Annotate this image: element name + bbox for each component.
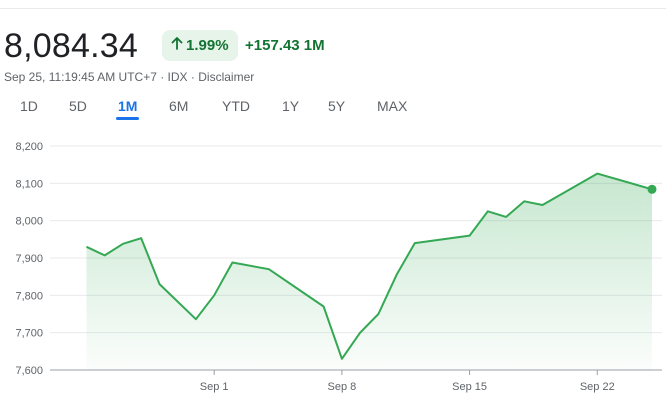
- disclaimer-link[interactable]: Disclaimer: [198, 70, 255, 84]
- y-axis-labels: 8,200 8,100 8,000 7,900 7,800 7,700 7,600: [15, 141, 43, 377]
- meta-separator: ·: [156, 70, 168, 84]
- price-line: [86, 172, 653, 360]
- x-tick-label: Sep 1: [200, 381, 229, 393]
- tab-1d[interactable]: 1D: [20, 98, 38, 114]
- x-tick-label: Sep 8: [328, 381, 357, 393]
- timestamp: Sep 25, 11:19:45 AM UTC+7: [4, 70, 157, 84]
- y-tick-label: 8,000: [15, 216, 43, 228]
- tab-1m[interactable]: 1M: [115, 96, 140, 120]
- x-axis-labels: Sep 1 Sep 8 Sep 15 Sep 22: [200, 370, 615, 393]
- last-price-marker: [647, 184, 657, 194]
- x-tick-label: Sep 22: [580, 381, 615, 393]
- arrow-up-icon: [171, 37, 183, 54]
- tab-6m[interactable]: 6M: [169, 98, 189, 114]
- y-tick-label: 8,100: [15, 178, 43, 190]
- y-tick-label: 7,900: [15, 253, 43, 265]
- tab-5y[interactable]: 5Y: [328, 98, 346, 114]
- percent-change-value: 1.99%: [186, 37, 229, 54]
- absolute-change: +157.43 1M: [245, 37, 325, 54]
- tab-1y[interactable]: 1Y: [282, 98, 300, 114]
- y-tick-label: 7,700: [15, 328, 43, 340]
- exchange-name: IDX: [167, 70, 188, 84]
- y-tick-label: 7,600: [15, 365, 43, 377]
- percent-change-badge: 1.99%: [162, 30, 238, 61]
- y-tick-label: 8,200: [15, 141, 43, 153]
- x-tick-label: Sep 15: [452, 381, 487, 393]
- tab-max[interactable]: MAX: [377, 98, 408, 114]
- tab-ytd[interactable]: YTD: [222, 98, 250, 114]
- index-price: 8,084.34: [4, 27, 138, 65]
- quote-meta: Sep 25, 11:19:45 AM UTC+7 · IDX · Discla…: [4, 70, 254, 84]
- price-area: [86, 173, 652, 370]
- top-divider: [0, 8, 666, 9]
- tab-5d[interactable]: 5D: [69, 98, 87, 114]
- y-tick-label: 7,800: [15, 290, 43, 302]
- meta-separator: ·: [187, 70, 199, 84]
